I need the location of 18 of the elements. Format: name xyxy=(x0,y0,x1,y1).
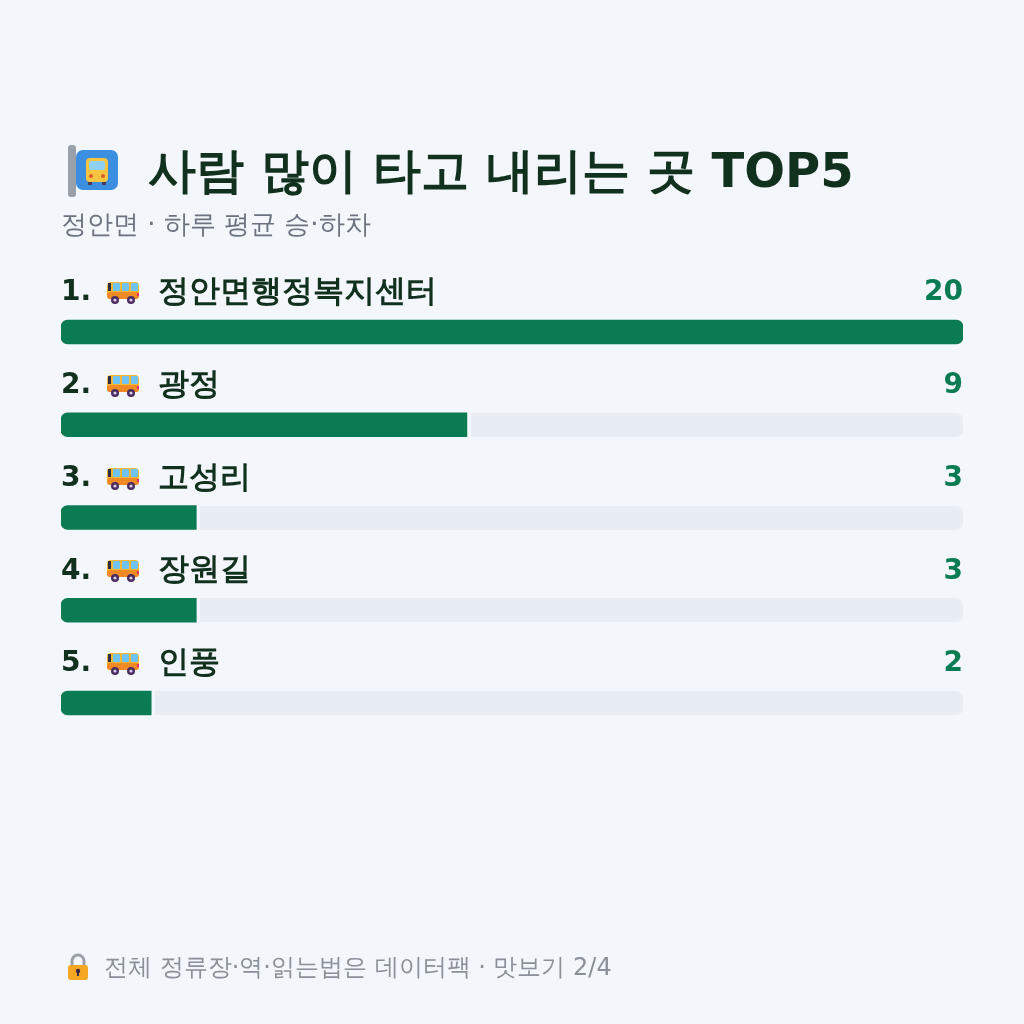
data-label: 3 xyxy=(943,459,963,493)
data-label: 20 xyxy=(924,274,963,308)
bar xyxy=(61,505,197,530)
chart-title: 사람 많이 타고 내리는 곳 TOP5 xyxy=(148,141,854,200)
category-label: 3. 고성리 xyxy=(61,457,252,494)
bar xyxy=(61,597,197,623)
chart-subtitle: 정안면 · 하루 평균 승·하차 xyxy=(61,208,371,240)
text: 전체 정류장·역·읽는법은 데이터팩 · 맛보기 2/4 xyxy=(104,952,612,983)
data-label: 3 xyxy=(943,552,963,586)
category-label: 4. 장원길 xyxy=(61,550,252,587)
bar xyxy=(61,412,468,438)
bar xyxy=(61,319,963,345)
category-label: 1. 정안면행정복지센터 xyxy=(61,272,438,309)
data-label: 9 xyxy=(943,367,963,401)
bar xyxy=(61,690,152,716)
category-label: 5. 인풍 xyxy=(61,643,221,680)
category-label: 2. 광정 xyxy=(61,364,221,401)
data-label: 2 xyxy=(943,645,963,679)
